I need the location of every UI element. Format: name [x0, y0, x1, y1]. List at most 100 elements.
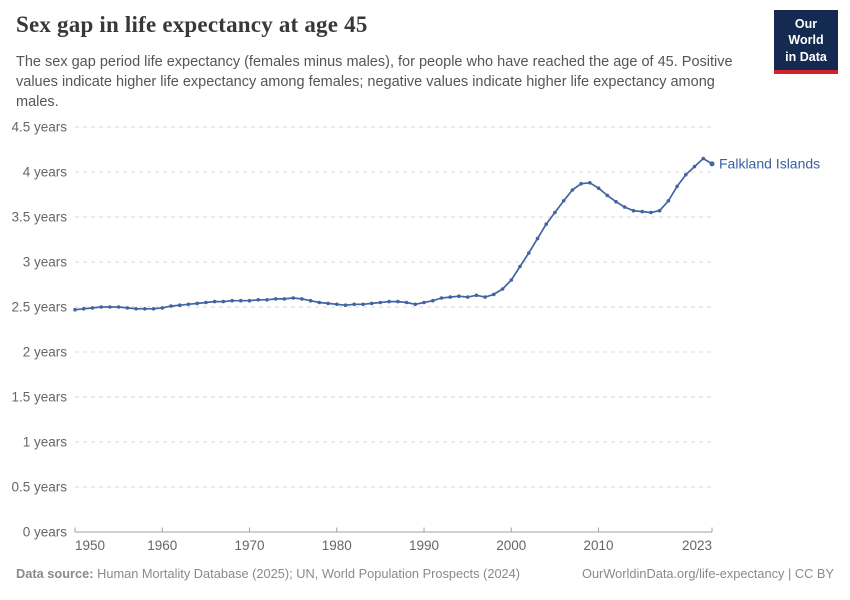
y-tick-label: 4.5 years	[11, 120, 67, 135]
data-point[interactable]	[588, 181, 592, 185]
data-point[interactable]	[256, 298, 261, 302]
data-point[interactable]	[492, 292, 496, 297]
data-point[interactable]	[195, 301, 199, 306]
data-point[interactable]	[431, 298, 435, 303]
data-point[interactable]	[73, 307, 77, 312]
data-point[interactable]	[413, 302, 418, 307]
data-point[interactable]	[500, 287, 505, 291]
data-point[interactable]	[387, 299, 391, 304]
data-point[interactable]	[247, 298, 252, 303]
data-point[interactable]	[657, 208, 662, 213]
data-point[interactable]	[622, 205, 627, 209]
data-point[interactable]	[90, 306, 95, 310]
data-point[interactable]	[544, 222, 548, 226]
data-point[interactable]	[212, 299, 217, 304]
data-point[interactable]	[692, 164, 697, 169]
data-point[interactable]	[204, 300, 208, 305]
data-point[interactable]	[326, 301, 330, 306]
data-point[interactable]	[570, 188, 575, 192]
data-point[interactable]	[675, 184, 679, 189]
x-tick-label: 2023	[682, 538, 712, 553]
y-tick-label: 4 years	[23, 165, 68, 180]
data-point[interactable]	[535, 236, 540, 241]
data-point[interactable]	[143, 307, 147, 311]
data-point[interactable]	[300, 297, 304, 301]
data-point[interactable]	[553, 210, 557, 215]
data-point[interactable]	[151, 307, 156, 311]
data-point[interactable]	[422, 300, 426, 305]
owid-logo-line1: Our World	[788, 17, 824, 48]
data-point[interactable]	[631, 208, 636, 213]
data-point[interactable]	[265, 298, 269, 302]
series-label[interactable]: Falkland Islands	[719, 155, 820, 171]
data-point[interactable]	[239, 298, 243, 303]
data-source-note: Data source: Human Mortality Database (2…	[16, 566, 520, 581]
data-point[interactable]	[378, 300, 383, 305]
data-point[interactable]	[709, 161, 715, 167]
owid-link-and-license[interactable]: OurWorldinData.org/life-expectancy | CC …	[581, 566, 834, 581]
data-point[interactable]	[291, 296, 296, 300]
data-point[interactable]	[134, 307, 138, 311]
data-point[interactable]	[221, 299, 226, 304]
data-point[interactable]	[99, 305, 103, 309]
data-point[interactable]	[308, 298, 313, 303]
data-point[interactable]	[474, 293, 479, 298]
data-point[interactable]	[561, 199, 566, 203]
y-tick-label: 2.5 years	[11, 300, 67, 315]
data-point[interactable]	[465, 295, 470, 299]
x-tick-label: 1980	[322, 538, 352, 553]
data-point[interactable]	[457, 294, 461, 299]
x-tick-label: 2010	[584, 538, 614, 553]
data-point[interactable]	[343, 303, 348, 308]
data-point[interactable]	[160, 306, 165, 310]
data-point[interactable]	[509, 278, 514, 282]
data-point[interactable]	[125, 306, 130, 310]
data-point[interactable]	[317, 300, 322, 305]
data-point[interactable]	[605, 193, 610, 198]
data-point[interactable]	[352, 302, 357, 307]
data-point[interactable]	[177, 303, 182, 308]
owid-logo-text: Our World in Data	[774, 10, 838, 70]
owid-logo-red-bar	[774, 69, 838, 74]
data-point[interactable]	[579, 181, 583, 186]
data-point[interactable]	[404, 300, 409, 305]
chart-footer: Data source: Human Mortality Database (2…	[16, 566, 834, 581]
data-point[interactable]	[335, 302, 339, 307]
data-point[interactable]	[273, 297, 278, 301]
y-tick-label: 3 years	[23, 255, 68, 270]
data-source-label: Data source:	[16, 566, 94, 581]
chart-subtitle: The sex gap period life expectancy (fema…	[16, 54, 733, 110]
data-point[interactable]	[701, 156, 706, 161]
data-source-value: Human Mortality Database (2025); UN, Wor…	[93, 566, 521, 581]
data-point[interactable]	[649, 210, 653, 215]
data-point[interactable]	[186, 302, 191, 307]
x-tick-label: 1960	[147, 538, 177, 553]
data-point[interactable]	[396, 299, 400, 304]
x-tick-label: 1950	[75, 538, 105, 553]
data-point[interactable]	[116, 305, 121, 309]
data-point[interactable]	[108, 305, 112, 309]
data-point[interactable]	[169, 304, 173, 308]
data-point[interactable]	[81, 307, 86, 311]
series-line	[74, 157, 713, 311]
data-point[interactable]	[282, 297, 287, 301]
data-point[interactable]	[640, 209, 644, 214]
x-tick-label: 1990	[409, 538, 439, 553]
owid-logo[interactable]: Our World in Data	[774, 10, 838, 74]
data-point[interactable]	[448, 295, 453, 299]
y-tick-label: 1.5 years	[11, 390, 67, 405]
data-point[interactable]	[369, 301, 374, 306]
data-point[interactable]	[361, 302, 365, 307]
data-point[interactable]	[439, 296, 444, 300]
data-point[interactable]	[614, 199, 618, 204]
data-point[interactable]	[527, 251, 531, 255]
data-point[interactable]	[684, 172, 688, 177]
data-point[interactable]	[230, 298, 234, 303]
data-point[interactable]	[483, 295, 487, 299]
data-point[interactable]	[596, 186, 601, 190]
x-tick-label: 2000	[496, 538, 526, 553]
data-point[interactable]	[666, 199, 671, 203]
data-point[interactable]	[518, 264, 522, 269]
